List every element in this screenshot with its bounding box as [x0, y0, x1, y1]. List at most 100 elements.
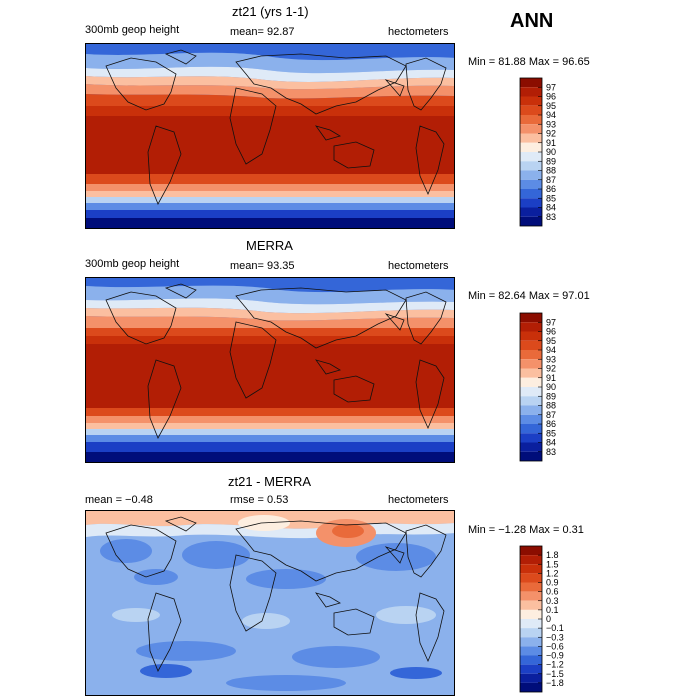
panel-1-units: hectometers — [388, 26, 449, 38]
panel-3-colorbar-svg: 1.81.51.20.90.60.30.10−0.1−0.3−0.6−0.9 −1… — [519, 545, 564, 693]
colorbar-tick-label: 85 — [546, 193, 556, 203]
colorbar-tick-label: 85 — [546, 428, 556, 438]
colorbar-swatch — [520, 124, 542, 134]
colorbar-tick-label: −0.6 — [546, 641, 564, 651]
colorbar-swatch — [520, 198, 542, 208]
panel-1-mean: mean= 92.87 — [230, 26, 295, 38]
panel-2-colorbar: 97 96 95 94 93 92 91 90 89 88 87 86 85 84 83 — [519, 312, 556, 462]
colorbar-tick-label: 92 — [546, 129, 556, 139]
colorbar-swatch — [520, 170, 542, 180]
colorbar-swatch — [520, 96, 542, 106]
colorbar-tick-label: 86 — [546, 184, 556, 194]
colorbar-swatch — [520, 331, 542, 341]
colorbar-swatch — [520, 451, 542, 461]
colorbar-swatch — [520, 442, 542, 452]
colorbar-tick-label: 83 — [546, 212, 556, 222]
colorbar-swatch — [520, 115, 542, 125]
colorbar-swatch — [520, 655, 542, 665]
colorbar-swatch — [520, 189, 542, 199]
colorbar-tick-label: 88 — [546, 166, 556, 176]
colorbar-swatch — [520, 619, 542, 629]
colorbar-swatch — [520, 216, 542, 226]
colorbar-tick-label: 0 — [546, 614, 551, 624]
panel-3-title: zt21 - MERRA — [228, 474, 312, 489]
colorbar-tick-label: 84 — [546, 438, 556, 448]
panel-3-rmse: rmse = 0.53 — [230, 494, 289, 506]
panel-1-variable: 300mb geop height — [85, 24, 180, 36]
colorbar-tick-label: 91 — [546, 138, 556, 148]
colorbar-swatch — [520, 207, 542, 217]
colorbar-swatch — [520, 673, 542, 683]
colorbar-tick-label: 0.6 — [546, 587, 559, 597]
panel-3-units: hectometers — [388, 494, 449, 506]
colorbar-tick-label: 0.3 — [546, 596, 559, 606]
colorbar-tick-label: 87 — [546, 175, 556, 185]
colorbar-swatch — [520, 396, 542, 406]
colorbar-swatch — [520, 582, 542, 592]
colorbar-tick-label: 1.2 — [546, 568, 559, 578]
colorbar-swatch — [520, 359, 542, 369]
colorbar-swatch — [520, 152, 542, 162]
colorbar-swatch — [520, 564, 542, 574]
colorbar-swatch — [520, 682, 542, 692]
colorbar-tick-label: 90 — [546, 147, 556, 157]
panel-3-map-field — [86, 511, 454, 695]
panel-2-mean: mean= 93.35 — [230, 260, 295, 272]
colorbar-swatch — [520, 637, 542, 647]
season-label: ANN — [510, 10, 554, 32]
colorbar-tick-label: 83 — [546, 447, 556, 457]
colorbar-swatch — [520, 573, 542, 583]
colorbar-tick-label: 1.8 — [546, 550, 559, 560]
colorbar-swatch — [520, 646, 542, 656]
colorbar-swatch — [520, 78, 542, 88]
colorbar-tick-label: 96 — [546, 327, 556, 337]
colorbar-swatch — [520, 600, 542, 610]
colorbar-tick-label: 91 — [546, 373, 556, 383]
colorbar-tick-label: 88 — [546, 401, 556, 411]
panel-1-title: zt21 (yrs 1-1) — [232, 4, 309, 19]
colorbar-tick-label: 92 — [546, 364, 556, 374]
colorbar-tick-label: −0.9 — [546, 651, 564, 661]
colorbar-swatch — [520, 424, 542, 434]
panel-2-map — [85, 277, 455, 463]
colorbar-swatch — [520, 664, 542, 674]
colorbar-swatch — [520, 368, 542, 378]
colorbar-tick-label: 95 — [546, 336, 556, 346]
colorbar-swatch — [520, 433, 542, 443]
colorbar-tick-label: 90 — [546, 382, 556, 392]
panel-1-map — [85, 43, 455, 229]
panel-3-minmax: Min = −1.28 Max = 0.31 — [468, 524, 584, 536]
colorbar-tick-label: 0.1 — [546, 605, 559, 615]
panel-1-map-field — [86, 44, 454, 228]
colorbar-tick-label: −0.1 — [546, 623, 564, 633]
colorbar-tick-label: 1.5 — [546, 559, 559, 569]
panel-2-map-field — [86, 278, 454, 462]
colorbar-swatch — [520, 387, 542, 397]
colorbar-swatch — [520, 405, 542, 415]
colorbar-tick-label: 93 — [546, 119, 556, 129]
panel-2-units: hectometers — [388, 260, 449, 272]
colorbar-tick-label: 94 — [546, 110, 556, 120]
panel-1-minmax: Min = 81.88 Max = 96.65 — [468, 56, 590, 68]
colorbar-swatch — [520, 414, 542, 424]
colorbar-swatch — [520, 313, 542, 323]
colorbar-tick-label: −0.3 — [546, 632, 564, 642]
panel-1-colorbar: 97 96 95 94 93 92 91 90 89 88 87 86 85 84 83 — [519, 77, 556, 227]
colorbar-swatch — [520, 87, 542, 97]
colorbar-swatch — [520, 377, 542, 387]
colorbar-tick-label: −1.5 — [546, 669, 564, 679]
colorbar-swatch — [520, 350, 542, 360]
colorbar-tick-label: 93 — [546, 354, 556, 364]
panel-3-map — [85, 510, 455, 696]
colorbar-swatch — [520, 133, 542, 143]
panel-3-colorbar: 1.8 1.5 1.2 0.9 0.6 0.3 0.1 0 −0.1 −0.3 −0.6 −0.9 −1… — [519, 545, 564, 693]
colorbar-tick-label: −1.8 — [546, 678, 564, 688]
panel-2-minmax: Min = 82.64 Max = 97.01 — [468, 290, 590, 302]
colorbar-tick-label: 0.9 — [546, 578, 559, 588]
colorbar-swatch — [520, 105, 542, 115]
colorbar-swatch — [520, 322, 542, 332]
colorbar-tick-label: 97 — [546, 317, 556, 327]
panel-2-title: MERRA — [246, 238, 293, 253]
colorbar-swatch — [520, 142, 542, 152]
